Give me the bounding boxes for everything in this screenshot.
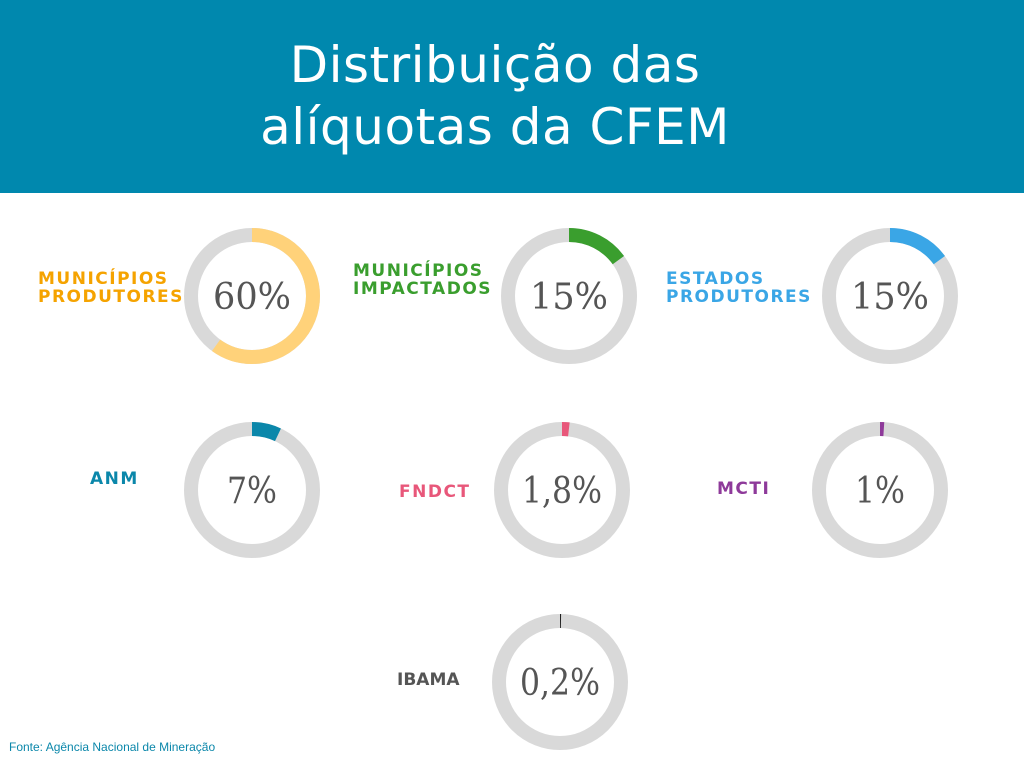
donut-ibama: 0,2%: [492, 614, 628, 750]
donut-value-label: 15%: [851, 277, 929, 318]
page-title: Distribuição das alíquotas da CFEM: [0, 34, 990, 158]
donut-fndct: 1,8%: [494, 422, 630, 558]
donut-value-label: 15%: [530, 277, 608, 318]
source-note: Fonte: Agência Nacional de Mineração: [9, 740, 216, 754]
title-line-2: alíquotas da CFEM: [260, 98, 730, 156]
title-line-1: Distribuição das: [289, 36, 701, 94]
label-ibama: IBAMA: [397, 670, 460, 690]
donut-value-label: 1,8%: [522, 471, 602, 512]
donut-value-label: 0,2%: [520, 663, 600, 704]
label-fndct: FNDCT: [399, 482, 471, 502]
donut-value-arc: [494, 422, 630, 558]
label-estados-produtores: ESTADOS PRODUTORES: [666, 269, 812, 307]
label-municipios-produtores: MUNICÍPIOS PRODUTORES: [38, 269, 184, 307]
donut-value-arc: [184, 422, 320, 558]
label-anm: ANM: [90, 469, 139, 489]
donut-value-arc: [822, 228, 958, 364]
donut-estados-produtores: 15%: [822, 228, 958, 364]
donut-value-arc: [492, 614, 628, 750]
donut-value-arc: [812, 422, 948, 558]
label-municipios-impactados: MUNICÍPIOS IMPACTADOS: [353, 261, 493, 299]
donut-value-arc: [501, 228, 637, 364]
donut-mcti: 1%: [812, 422, 948, 558]
donut-anm: 7%: [184, 422, 320, 558]
donut-value-label: 7%: [227, 471, 277, 512]
label-mcti: MCTI: [717, 479, 771, 499]
donut-municípios-produtores: 60%: [184, 228, 320, 364]
donut-municípios-impactados: 15%: [501, 228, 637, 364]
header-banner: Distribuição das alíquotas da CFEM: [0, 0, 1024, 193]
donut-value-label: 60%: [213, 277, 291, 318]
donut-value-arc: [184, 228, 320, 364]
donut-value-label: 1%: [855, 471, 905, 512]
